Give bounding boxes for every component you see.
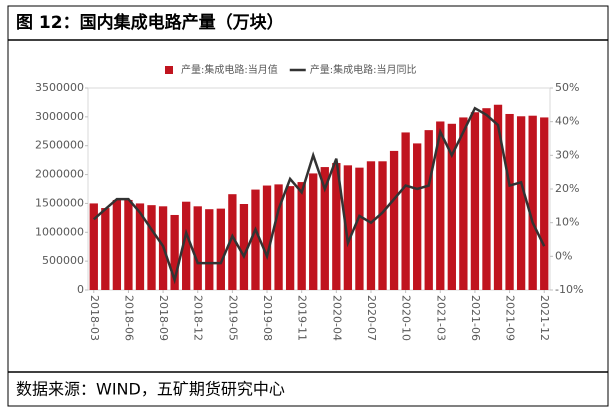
y2-tick-label: 40% (555, 115, 579, 128)
bar (205, 209, 214, 290)
y2-tick-label: 30% (555, 148, 579, 161)
x-tick-label: 2019-11 (296, 295, 309, 341)
bar (182, 201, 191, 290)
legend-label: 产量:集成电路:当月同比 (310, 63, 417, 76)
bar (239, 204, 249, 290)
x-tick-label: 2018-09 (157, 295, 170, 341)
bar (355, 167, 364, 290)
y2-tick-label: 50% (555, 81, 579, 94)
bar (505, 113, 514, 290)
bar (101, 208, 110, 290)
x-tick-label: 2019-08 (261, 295, 274, 341)
bar (343, 165, 353, 290)
bar (332, 163, 341, 290)
bar (135, 203, 145, 290)
bar (389, 150, 399, 290)
y-tick-label: 2500000 (35, 139, 84, 152)
bar (459, 117, 468, 290)
title: 图 12：国内集成电路产量（万块） (16, 12, 284, 33)
x-tick-label: 2018-06 (122, 295, 135, 341)
x-tick-label: 2021-09 (504, 295, 517, 341)
x-tick-label: 2020-04 (330, 295, 343, 341)
x-tick-label: 2021-06 (469, 295, 482, 341)
source: 数据来源：WIND，五矿期货研究中心 (16, 380, 285, 399)
y-tick-label: 500000 (42, 254, 84, 267)
bar (424, 130, 433, 290)
bar (89, 203, 98, 290)
y-tick-label: 1500000 (35, 196, 84, 209)
bar (366, 161, 376, 290)
x-tick-label: 2018-12 (192, 295, 205, 341)
y2-tick-label: 0% (555, 249, 572, 262)
y-tick-label: 0 (77, 283, 84, 296)
bar (493, 104, 503, 290)
bar (193, 206, 202, 290)
bar (378, 161, 387, 290)
bar (516, 116, 526, 290)
y2-tick-label: -10% (555, 283, 583, 296)
bar (124, 199, 133, 290)
bar (112, 199, 122, 290)
x-tick-label: 2020-07 (365, 295, 378, 341)
bar (413, 143, 422, 290)
bar (482, 108, 491, 290)
bar (436, 121, 445, 290)
bar (262, 185, 272, 290)
x-tick-label: 2018-03 (88, 295, 101, 341)
line (92, 106, 546, 285)
plot-border (87, 87, 551, 291)
y2-tick-label: 10% (555, 216, 579, 229)
bar (309, 173, 318, 290)
bar (216, 208, 225, 290)
bar (528, 115, 537, 291)
x-tick-label: 2021-03 (434, 295, 447, 341)
bar (170, 214, 179, 290)
y-tick-label: 1000000 (35, 225, 84, 238)
bar (228, 194, 237, 290)
y-tick-label: 3000000 (35, 110, 84, 123)
y-tick-label: 2000000 (35, 168, 84, 181)
bar (274, 184, 283, 290)
x-tick-label: 2021-12 (538, 295, 551, 341)
legend-label: 产量:集成电路:当月值 (181, 63, 278, 76)
bar (447, 123, 456, 290)
bar (251, 189, 260, 290)
legend-swatch (165, 66, 173, 74)
x-tick-label: 2019-05 (226, 295, 239, 341)
frame (7, 5, 609, 407)
y-tick-label: 3500000 (35, 81, 84, 94)
x-tick-label: 2020-10 (400, 295, 413, 341)
bar (297, 182, 306, 290)
bar (401, 132, 410, 290)
bar (320, 167, 329, 290)
bar (147, 205, 156, 290)
y2-tick-label: 20% (555, 182, 579, 195)
bar (285, 186, 295, 290)
bar (470, 112, 480, 291)
bar (540, 117, 549, 290)
